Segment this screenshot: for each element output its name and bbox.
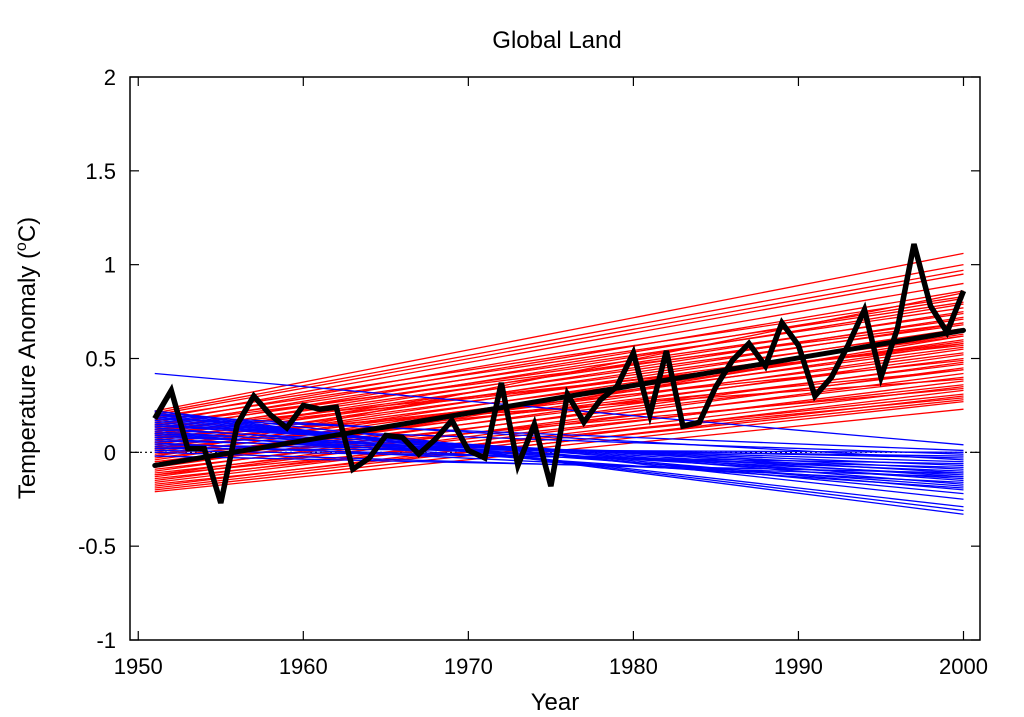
- warming-trend-line: [154, 307, 964, 425]
- warming-trend-line: [154, 322, 964, 425]
- warming-trend-line: [154, 376, 964, 470]
- y-tick-label: -0.5: [78, 534, 116, 559]
- cooling-trend-line: [154, 455, 964, 474]
- y-tick-label: 0: [104, 440, 116, 465]
- cooling-trend-line: [154, 449, 964, 465]
- y-tick-label: -1: [96, 628, 116, 653]
- x-tick-label: 1990: [774, 654, 823, 679]
- warming-trend-line: [154, 269, 964, 416]
- plot-area-border: [129, 76, 981, 641]
- y-axis-ticks: -1 -0.5 0 0.5 1 1.5 2: [78, 65, 980, 653]
- observed-trend-line: [152, 327, 966, 468]
- warming-trend-line: [154, 264, 964, 414]
- x-tick-label: 1970: [444, 654, 493, 679]
- x-axis-ticks: 1950 1960 1970 1980 1990 2000: [114, 77, 988, 679]
- x-tick-label: 1980: [609, 654, 658, 679]
- warming-trend-line: [154, 282, 964, 423]
- cooling-trend-line: [154, 372, 964, 446]
- warming-trend-line: [154, 303, 964, 435]
- warming-trend-line: [154, 318, 964, 433]
- warming-trend-line: [154, 324, 964, 437]
- warming-trend-line: [154, 312, 964, 429]
- warming-trend-line: [154, 342, 964, 435]
- y-tick-label: 2: [104, 65, 116, 90]
- x-tick-label: 1950: [114, 654, 163, 679]
- y-tick-label: 1: [104, 253, 116, 278]
- warming-trend-line: [154, 295, 964, 418]
- warming-trend-line: [154, 273, 964, 420]
- observed-anomaly-series: [152, 243, 967, 504]
- x-tick-label: 1960: [279, 654, 328, 679]
- warming-trend-line: [154, 290, 964, 427]
- chart-title: Global Land: [492, 27, 621, 54]
- y-axis-label-superscript: o: [13, 242, 30, 251]
- x-tick-label: 2000: [939, 654, 988, 679]
- y-tick-label: 1.5: [85, 159, 116, 184]
- warming-trend-line: [154, 344, 964, 431]
- warming-trend-line: [154, 301, 964, 422]
- y-axis-label-main: Temperature Anomaly (: [14, 251, 41, 499]
- y-axis-label: Temperature Anomaly (oC): [13, 217, 41, 499]
- y-axis-label-tail: C): [14, 217, 41, 242]
- y-tick-label: 0.5: [85, 347, 116, 372]
- x-axis-label: Year: [531, 689, 580, 716]
